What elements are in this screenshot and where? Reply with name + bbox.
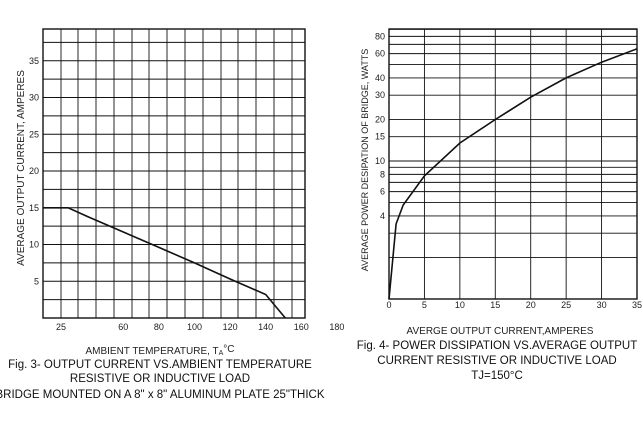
chart1-caption-line-1: Fig. 3- OUTPUT CURRENT VS.AMBIENT TEMPER… bbox=[8, 359, 312, 371]
chart1-x-tick-label: 100 bbox=[187, 322, 202, 332]
chart2-x-ticks: 0 5 10 15 20 25 30 35 bbox=[386, 300, 642, 310]
chart1-plot-frame bbox=[42, 28, 306, 319]
chart2-x-tick-label: 30 bbox=[597, 300, 607, 310]
chart-output-current-vs-temperature: 25 60 80 100 120 140 160 180 5 10 15 20 25 30 35 AVER… bbox=[0, 28, 344, 401]
chart2-caption-line-3: TJ=150°C bbox=[471, 370, 523, 382]
chart1-caption-line-3: BRIDGE MOUNTED ON A 8" x 8" ALUMINUM PLA… bbox=[0, 389, 325, 401]
chart1-x-tick-label: 25 bbox=[56, 322, 66, 332]
chart2-y-tick-label: 40 bbox=[375, 73, 385, 83]
chart2-x-tick-label: 35 bbox=[632, 300, 642, 310]
chart1-y-tick-label: 15 bbox=[29, 203, 39, 213]
chart1-y-tick-label: 25 bbox=[29, 129, 39, 139]
chart1-x-axis-label: AMBIENT TEMPERATURE, TA°C bbox=[85, 344, 234, 357]
chart2-caption-line-2: CURRENT RESISTIVE OR INDUCTIVE LOAD bbox=[377, 355, 616, 367]
chart1-y-tick-label: 30 bbox=[29, 93, 39, 103]
chart2-y-tick-label: 15 bbox=[375, 132, 385, 142]
chart2-y-tick-label: 10 bbox=[375, 156, 385, 166]
chart1-grid bbox=[42, 28, 306, 319]
chart2-y-tick-label: 60 bbox=[375, 49, 385, 59]
chart1-x-tick-label: 80 bbox=[154, 322, 164, 332]
chart2-x-tick-label: 0 bbox=[386, 300, 391, 310]
chart-power-dissipation-vs-current: 0 5 10 15 20 25 30 35 4 6 8 10 15 20 30 40 60 80 AVERAGE… bbox=[357, 28, 642, 382]
chart2-series-line bbox=[388, 48, 638, 300]
chart1-y-tick-label: 20 bbox=[29, 166, 39, 176]
chart2-x-tick-label: 20 bbox=[526, 300, 536, 310]
chart2-y-tick-label: 4 bbox=[380, 211, 385, 221]
chart2-y-tick-label: 80 bbox=[375, 31, 385, 41]
chart1-y-axis-label: AVERAGE OUTPUT CURRENT, AMPERES bbox=[16, 70, 27, 266]
chart1-x-tick-label: 60 bbox=[118, 322, 128, 332]
chart2-y-axis-label: AVERAGE POWER DESIPATION OF BRIDGE, WATT… bbox=[360, 49, 370, 272]
chart2-y-tick-label: 6 bbox=[380, 187, 385, 197]
chart2-grid bbox=[388, 28, 638, 300]
chart2-x-tick-label: 10 bbox=[455, 300, 465, 310]
chart2-plot-frame bbox=[388, 28, 638, 300]
chart1-y-tick-label: 10 bbox=[29, 240, 39, 250]
chart2-x-tick-label: 25 bbox=[561, 300, 571, 310]
chart2-y-ticks: 4 6 8 10 15 20 30 40 60 80 bbox=[375, 31, 385, 221]
chart2-x-axis-label: AVERGE OUTPUT CURRENT,AMPERES bbox=[407, 326, 594, 337]
chart2-y-tick-label: 8 bbox=[380, 169, 385, 179]
chart1-x-tick-label: 180 bbox=[329, 322, 344, 332]
chart1-series-line bbox=[43, 207, 286, 319]
chart2-caption-line-1: Fig. 4- POWER DISSIPATION VS.AVERAGE OUT… bbox=[357, 340, 638, 352]
chart1-x-ticks: 25 60 80 100 120 140 160 180 bbox=[56, 322, 344, 332]
chart1-y-tick-label: 5 bbox=[34, 276, 39, 286]
chart1-x-tick-label: 160 bbox=[294, 322, 309, 332]
chart1-x-tick-label: 140 bbox=[258, 322, 273, 332]
chart1-y-tick-label: 35 bbox=[29, 56, 39, 66]
chart1-x-tick-label: 120 bbox=[223, 322, 238, 332]
chart1-y-ticks: 5 10 15 20 25 30 35 bbox=[29, 56, 39, 287]
chart2-y-tick-label: 30 bbox=[375, 90, 385, 100]
chart2-y-tick-label: 20 bbox=[375, 114, 385, 124]
chart1-caption-line-2: RESISTIVE OR INDUCTIVE LOAD bbox=[70, 373, 250, 385]
chart2-x-tick-label: 15 bbox=[490, 300, 500, 310]
chart2-x-tick-label: 5 bbox=[422, 300, 427, 310]
